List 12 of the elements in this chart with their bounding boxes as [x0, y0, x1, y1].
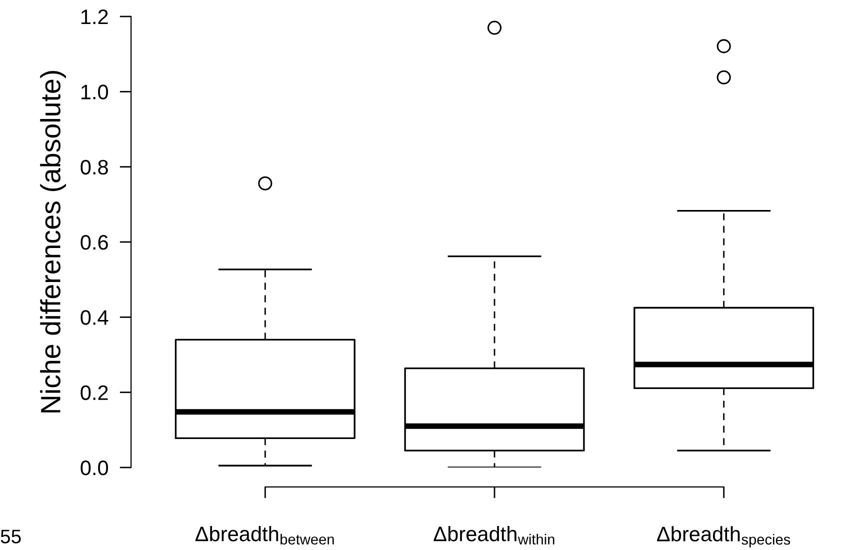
- y-axis-title: Niche differences (absolute): [40, 71, 66, 412]
- y-tick-label: 0.2: [80, 385, 108, 400]
- y-tick-label: 1.0: [81, 84, 108, 100]
- x-tick-label: Δbreadth$_{between}$: [195, 526, 334, 545]
- y-tick-label: 1.2: [81, 10, 108, 24]
- y-tick-label: 0.6: [80, 235, 108, 250]
- x-tick-label: Δbreadth$_{within}$: [434, 526, 554, 545]
- text: 55: [0, 530, 21, 544]
- y-tick-label: 0.8: [80, 160, 108, 175]
- x-tick-label: Δbreadth$_{species}$: [657, 526, 790, 548]
- y-tick-label: 0.0: [80, 460, 108, 476]
- y-tick-label: 0.4: [80, 310, 108, 325]
